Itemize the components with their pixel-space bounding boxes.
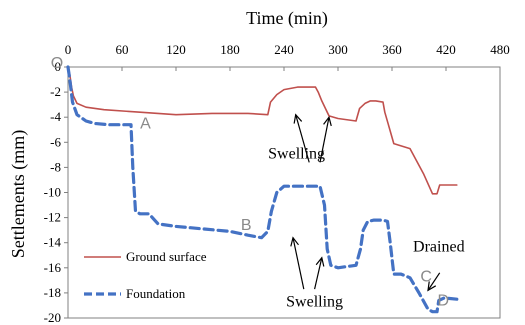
y-tick-label: -6 bbox=[50, 134, 61, 149]
y-tick-label: -4 bbox=[50, 109, 61, 124]
series-line-foundation bbox=[66, 65, 459, 314]
point-label-d: D bbox=[438, 292, 450, 309]
series-layer bbox=[66, 65, 459, 314]
y-tick-label: -14 bbox=[44, 235, 62, 250]
x-tick-label: 300 bbox=[328, 42, 348, 57]
x-tick-label: 120 bbox=[166, 42, 186, 57]
x-tick-label: 60 bbox=[116, 42, 129, 57]
legend-label: Ground surface bbox=[126, 249, 207, 264]
y-tick-label: 0 bbox=[55, 59, 62, 74]
x-axis-title: Time (min) bbox=[246, 8, 328, 29]
annotation-arrow-head bbox=[315, 256, 325, 267]
y-tick-label: -2 bbox=[50, 84, 61, 99]
legend: Ground surface Foundation bbox=[84, 249, 207, 301]
x-tick-label: 240 bbox=[274, 42, 294, 57]
y-axis-title: Settlements (mm) bbox=[8, 130, 29, 258]
y-axis-ticks: 0 -2 -4 -6 -8 -10 -12 -14 -16 -18 -20 bbox=[44, 59, 68, 325]
annotation-arrow-shaft bbox=[427, 272, 441, 291]
annotation-arrow-head bbox=[293, 113, 303, 124]
x-tick-label: 360 bbox=[382, 42, 402, 57]
y-tick-label: -16 bbox=[44, 260, 62, 275]
y-tick-label: -18 bbox=[44, 285, 61, 300]
annotation-arrow-head bbox=[290, 236, 299, 247]
series-line-ground-surface bbox=[67, 66, 458, 195]
origin-label: O bbox=[51, 55, 63, 72]
annotation-arrow-shaft bbox=[292, 237, 305, 290]
point-label-b: B bbox=[241, 217, 252, 234]
annotation-arrow-shaft bbox=[295, 114, 310, 163]
annotation-layer: O Swelling Swelling Drained A B CD bbox=[51, 55, 465, 311]
x-tick-label: 180 bbox=[220, 42, 240, 57]
annotation-text: Drained bbox=[413, 238, 465, 255]
annotation-arrow-head bbox=[427, 281, 437, 292]
annotation-arrow-shaft bbox=[314, 257, 323, 290]
point-label-c: C bbox=[420, 269, 432, 286]
y-tick-label: -10 bbox=[44, 185, 61, 200]
annotation-arrow-shaft bbox=[319, 117, 330, 163]
x-axis-ticks: 0 60 120 180 240 300 360 420 480 bbox=[65, 42, 510, 71]
annotation-text: Swelling bbox=[286, 294, 343, 311]
x-tick-label: 480 bbox=[490, 42, 510, 57]
annotation-text: Swelling bbox=[268, 146, 325, 163]
annotation-arrow-head bbox=[323, 115, 332, 127]
y-tick-label: -8 bbox=[50, 159, 61, 174]
legend-label: Foundation bbox=[126, 286, 186, 301]
point-label-a: A bbox=[140, 115, 151, 132]
y-tick-label: -12 bbox=[44, 210, 61, 225]
x-tick-label: 0 bbox=[65, 42, 72, 57]
y-tick-label: -20 bbox=[44, 310, 61, 325]
x-tick-label: 420 bbox=[436, 42, 456, 57]
